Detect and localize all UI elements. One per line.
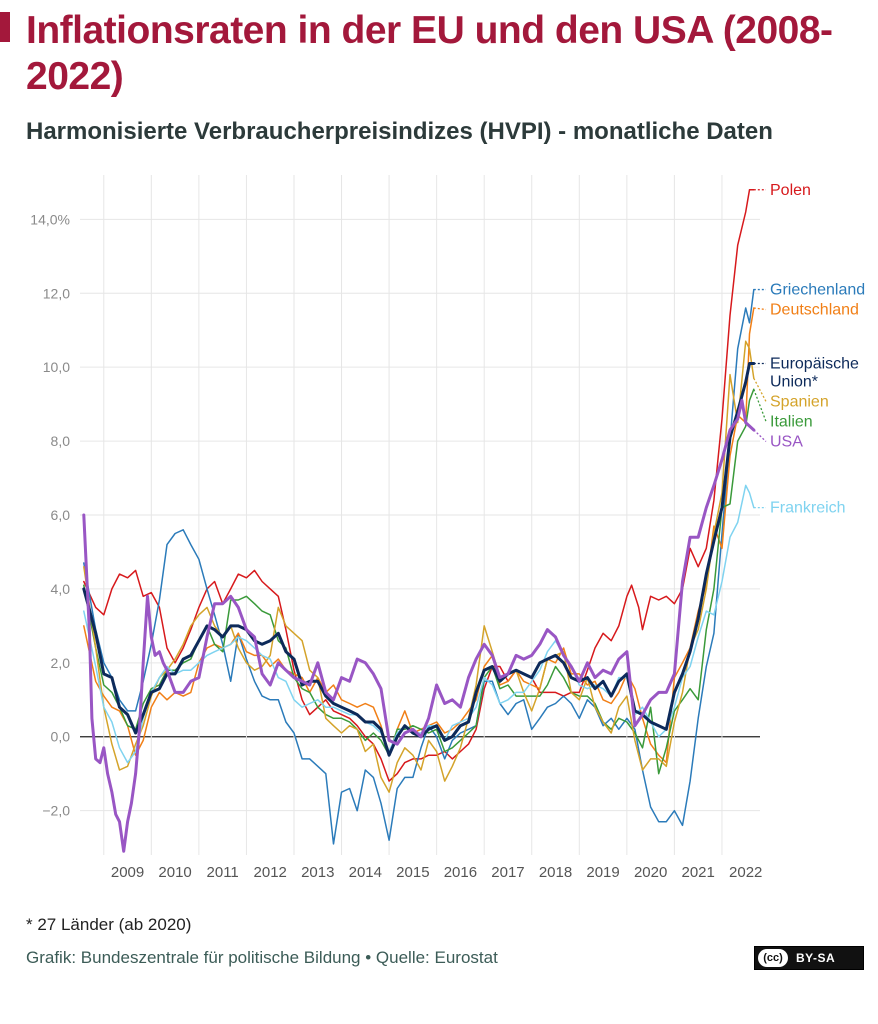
x-tick-label: 2019 xyxy=(586,864,619,881)
x-tick-label: 2015 xyxy=(396,864,429,881)
x-tick-label: 2010 xyxy=(158,864,191,881)
source-credit: Grafik: Bundeszentrale für politische Bi… xyxy=(26,948,498,967)
series-line-europäische-union xyxy=(82,362,756,757)
y-tick-label: 10,0 xyxy=(43,359,70,375)
series-line-usa xyxy=(82,398,756,853)
x-tick-label: 2016 xyxy=(444,864,477,881)
series-label-polen: Polen xyxy=(770,182,811,199)
x-tick-label: 2014 xyxy=(349,864,382,881)
cc-icon: (cc) xyxy=(758,949,788,967)
series-line-frankreich xyxy=(83,484,755,764)
series-label-europäische-union: Europäische xyxy=(770,355,859,372)
series-line-deutschland xyxy=(83,307,755,764)
x-tick-label: 2012 xyxy=(254,864,287,881)
x-tick-label: 2013 xyxy=(301,864,334,881)
y-tick-label: 4,0 xyxy=(51,581,71,597)
x-tick-label: 2022 xyxy=(729,864,762,881)
y-tick-label: 0,0 xyxy=(51,729,71,745)
title-accent-bar xyxy=(0,12,10,42)
series-label-spanien: Spanien xyxy=(770,393,829,410)
y-tick-label: 8,0 xyxy=(51,433,71,449)
series-label-italien: Italien xyxy=(770,413,813,430)
chart-subtitle: Harmonisierte Verbraucherpreisindizes (H… xyxy=(26,118,773,145)
x-tick-label: 2020 xyxy=(634,864,667,881)
y-tick-label: 2,0 xyxy=(51,655,71,671)
series-label-griechenland: Griechenland xyxy=(770,282,865,299)
series-line-griechenland xyxy=(83,288,755,845)
label-leader-usa xyxy=(753,429,767,442)
x-tick-label: 2011 xyxy=(207,864,239,881)
x-tick-label: 2017 xyxy=(491,864,524,881)
x-tick-label: 2021 xyxy=(681,864,714,881)
series-label-deutschland: Deutschland xyxy=(770,302,859,319)
series-label-europäische-union: Union* xyxy=(770,373,818,390)
series-line-italien xyxy=(83,388,755,775)
footnote: * 27 Länder (ab 2020) xyxy=(26,915,192,934)
y-tick-label: 12,0 xyxy=(43,285,70,301)
series-label-usa: USA xyxy=(770,433,803,450)
y-tick-label: 14,0% xyxy=(30,211,70,227)
label-leader-spanien xyxy=(753,377,767,402)
chart-title: Inflationsraten in der EU und den USA (2… xyxy=(26,9,833,98)
label-leader-italien xyxy=(753,389,767,422)
y-tick-label: −2,0 xyxy=(42,803,70,819)
x-tick-label: 2018 xyxy=(539,864,572,881)
x-tick-label: 2009 xyxy=(111,864,144,881)
license-label: BY-SA xyxy=(796,951,836,965)
label-leader-deutschland xyxy=(753,307,767,311)
series-line-polen xyxy=(83,189,755,782)
series-line-spanien xyxy=(83,340,755,793)
line-chart: −2,0 0,0 2,0 4,0 6,0 8,0 10,0 12,0 14,0% 2009 2010… xyxy=(30,175,865,881)
license-badge[interactable]: (cc) BY-SA xyxy=(754,946,864,970)
series-label-frankreich: Frankreich xyxy=(770,500,846,517)
y-tick-label: 6,0 xyxy=(51,507,71,523)
